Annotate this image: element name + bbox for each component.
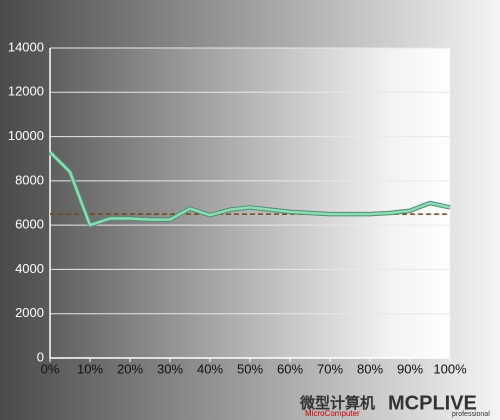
y-tick-label: 12000 <box>8 84 44 99</box>
series-line <box>49 151 451 227</box>
y-tick-label: 8000 <box>15 172 44 187</box>
x-tick-label: 90% <box>397 361 423 376</box>
y-tick-label: 10000 <box>8 128 44 143</box>
x-tick-label: 10% <box>77 361 103 376</box>
x-tick-label: 50% <box>237 361 263 376</box>
x-tick-label: 80% <box>357 361 383 376</box>
x-tick-label: 20% <box>117 361 143 376</box>
x-tick-label: 40% <box>197 361 223 376</box>
watermark-logo: MCPLIVE <box>388 392 477 414</box>
x-tick-label: 30% <box>157 361 183 376</box>
plot-area <box>50 48 450 358</box>
y-tick-label: 14000 <box>8 39 44 54</box>
watermark-sub: professional <box>452 411 490 418</box>
x-tick-label: 70% <box>317 361 343 376</box>
x-tick-label: 100% <box>433 361 467 376</box>
y-tick-label: 0 <box>37 349 44 364</box>
x-tick-label: 60% <box>277 361 303 376</box>
watermark: 微型计算机 MicroComputer MCPLIVE professional <box>299 392 490 418</box>
x-tick-label: 0% <box>41 361 60 376</box>
y-tick-label: 6000 <box>15 217 44 232</box>
y-tick-label: 4000 <box>15 261 44 276</box>
watermark-en: MicroComputer <box>305 409 360 418</box>
y-tick-label: 2000 <box>15 305 44 320</box>
watermark-cn: 微型计算机 <box>299 394 375 412</box>
